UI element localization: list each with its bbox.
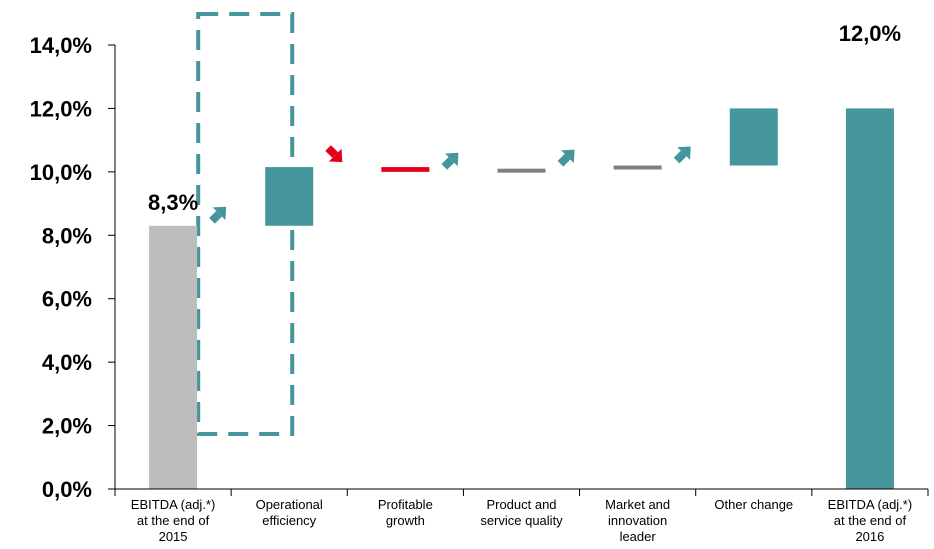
bar <box>149 225 198 489</box>
arrow-shaft <box>673 150 687 164</box>
data-labels-group: 8,3% 12,0% <box>148 21 901 215</box>
y-tick-label: 0,0% <box>42 477 92 502</box>
y-tick-label: 4,0% <box>42 350 92 375</box>
y-tick-label: 12,0% <box>30 96 92 121</box>
y-tick-label: 14,0% <box>30 33 92 58</box>
y-tick-label: 10,0% <box>30 160 92 185</box>
data-label: 12,0% <box>839 21 901 46</box>
highlight-box-group <box>196 12 295 436</box>
arrow-head <box>444 152 459 167</box>
arrow-up-icon <box>441 152 459 170</box>
arrow-up-icon <box>209 206 227 224</box>
x-category-label: EBITDA (adj.*) at the end of 2015 <box>130 497 216 544</box>
y-tick-label: 2,0% <box>42 414 92 439</box>
data-label: 8,3% <box>148 190 198 215</box>
bar <box>729 108 778 166</box>
x-category-label: Profitable growth <box>377 497 433 528</box>
arrow-down-icon <box>325 145 343 163</box>
bar <box>845 108 894 489</box>
axes-group: 0,0% 2,0% 4,0% 6,0% 8,0% 10,0% 12,0% 14,0% <box>30 33 929 502</box>
arrows-group <box>209 145 691 224</box>
y-tick-label: 6,0% <box>42 287 92 312</box>
x-category-label: Product and service quality <box>480 497 563 528</box>
bar <box>613 165 662 170</box>
bar <box>265 167 314 226</box>
arrow-shaft <box>557 153 571 167</box>
x-category-label: EBITDA (adj.*) at the end of 2016 <box>827 497 913 544</box>
y-tick-label: 8,0% <box>42 223 92 248</box>
x-category-label: Operational efficiency <box>255 497 323 528</box>
arrow-shaft <box>209 210 222 224</box>
arrow-head <box>561 149 575 164</box>
arrow-head <box>212 206 227 221</box>
x-category-label: Other change <box>714 497 794 512</box>
bars-group <box>149 108 894 489</box>
bar <box>381 167 430 172</box>
highlight-dashed-box <box>196 12 295 436</box>
bar <box>497 168 546 173</box>
arrow-up-icon <box>673 146 691 164</box>
x-category-label: Market and innovation leader <box>605 497 671 544</box>
arrow-shaft <box>441 157 455 170</box>
arrow-shaft <box>325 145 339 158</box>
arrow-head <box>677 146 691 160</box>
arrow-up-icon <box>557 149 575 167</box>
arrow-head <box>328 148 343 163</box>
